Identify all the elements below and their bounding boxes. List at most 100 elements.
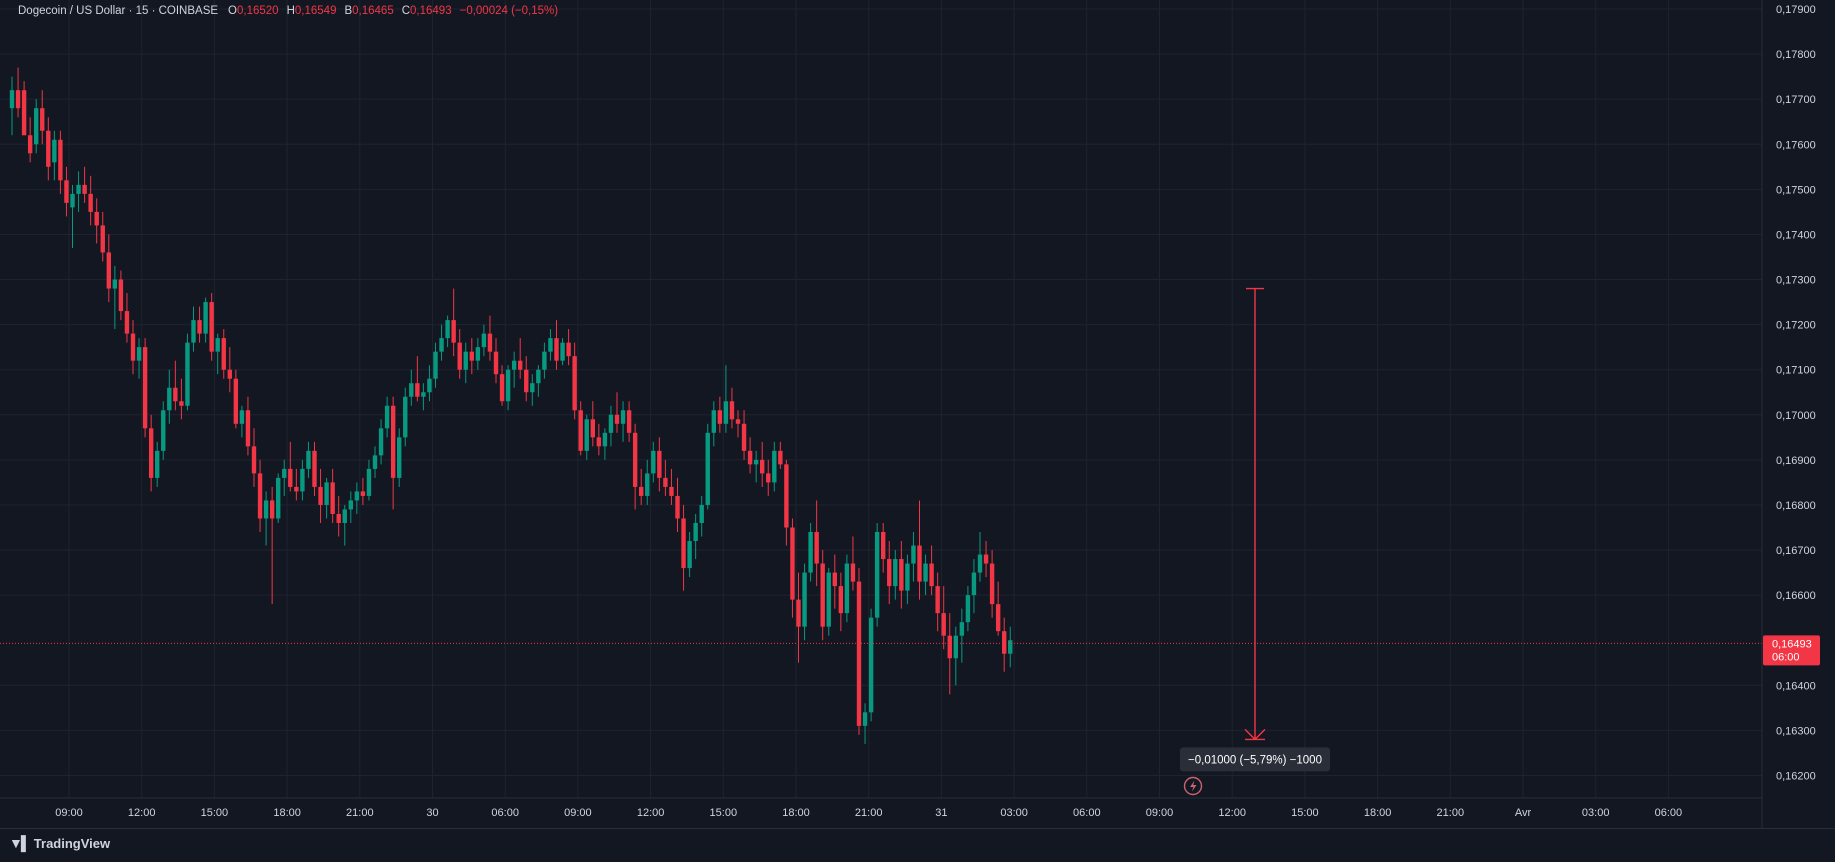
candle[interactable] xyxy=(421,383,426,411)
candle[interactable] xyxy=(197,306,202,343)
candle[interactable] xyxy=(566,329,571,366)
candle[interactable] xyxy=(977,532,983,582)
candle[interactable] xyxy=(620,401,626,442)
candle[interactable] xyxy=(844,554,850,623)
candle[interactable] xyxy=(971,559,977,614)
candle[interactable] xyxy=(947,613,952,695)
candle[interactable] xyxy=(614,392,620,433)
candle[interactable] xyxy=(136,338,142,379)
candle[interactable] xyxy=(923,554,928,596)
candle[interactable] xyxy=(808,522,813,582)
candle[interactable] xyxy=(288,441,293,492)
candle[interactable] xyxy=(747,437,753,474)
candle[interactable] xyxy=(639,468,644,505)
candle[interactable] xyxy=(221,329,226,379)
candle[interactable] xyxy=(318,468,323,523)
candle[interactable] xyxy=(124,293,130,343)
candle[interactable] xyxy=(905,554,910,605)
candle[interactable] xyxy=(893,550,898,600)
candle[interactable] xyxy=(94,198,99,244)
candle[interactable] xyxy=(814,500,819,587)
candle[interactable] xyxy=(245,396,251,456)
candle[interactable] xyxy=(336,495,341,537)
candle[interactable] xyxy=(766,459,771,496)
candle[interactable] xyxy=(403,387,408,447)
candle[interactable] xyxy=(711,401,716,447)
candle[interactable] xyxy=(802,563,807,641)
candle[interactable] xyxy=(511,351,517,388)
time-axis[interactable]: 09:00 12:00 15:00 18:00 21:00 30 06:00 09:00 12:… xyxy=(55,807,1682,819)
candle[interactable] xyxy=(699,495,704,537)
candle[interactable] xyxy=(312,441,317,496)
candle[interactable] xyxy=(784,459,789,546)
candle[interactable] xyxy=(390,396,396,510)
candle[interactable] xyxy=(681,504,686,591)
candle[interactable] xyxy=(239,405,245,438)
candle[interactable] xyxy=(493,338,499,384)
candle[interactable] xyxy=(548,329,553,361)
candle[interactable] xyxy=(82,166,87,203)
candle[interactable] xyxy=(953,626,958,686)
candle[interactable] xyxy=(560,338,565,366)
candle[interactable] xyxy=(106,234,111,303)
candle[interactable] xyxy=(778,441,783,469)
candle[interactable] xyxy=(1008,626,1013,668)
candle[interactable] xyxy=(790,518,795,618)
candle[interactable] xyxy=(651,441,656,483)
candle[interactable] xyxy=(723,365,729,433)
candle[interactable] xyxy=(820,550,825,641)
candle[interactable] xyxy=(796,572,801,663)
candle[interactable] xyxy=(282,459,287,496)
candle[interactable] xyxy=(838,572,844,632)
symbol-title[interactable]: Dogecoin / US Dollar · 15 · COINBASE xyxy=(18,5,219,17)
candle[interactable] xyxy=(167,369,172,424)
candle[interactable] xyxy=(306,441,311,478)
candle[interactable] xyxy=(632,423,638,510)
candle[interactable] xyxy=(1002,617,1007,672)
candle[interactable] xyxy=(705,423,710,510)
candle[interactable] xyxy=(608,405,614,447)
candle[interactable] xyxy=(366,459,372,501)
candle-series[interactable] xyxy=(9,67,1013,744)
candle[interactable] xyxy=(269,486,275,605)
candle[interactable] xyxy=(445,315,450,348)
candle[interactable] xyxy=(118,270,124,321)
candle[interactable] xyxy=(584,414,589,460)
candle[interactable] xyxy=(536,365,541,397)
tradingview-logo[interactable]: ▼▌ TradingView xyxy=(9,835,110,851)
candle[interactable] xyxy=(263,491,269,546)
candle[interactable] xyxy=(596,423,602,456)
candle[interactable] xyxy=(179,378,184,420)
candle[interactable] xyxy=(669,468,674,505)
candle[interactable] xyxy=(34,99,39,154)
candle[interactable] xyxy=(155,441,160,487)
candle[interactable] xyxy=(941,586,946,650)
candle[interactable] xyxy=(856,568,862,735)
candle[interactable] xyxy=(887,541,892,605)
candle[interactable] xyxy=(233,369,239,429)
candle[interactable] xyxy=(342,504,347,546)
candle[interactable] xyxy=(481,324,487,357)
candle[interactable] xyxy=(995,581,1001,636)
candle[interactable] xyxy=(15,67,21,118)
candle[interactable] xyxy=(469,338,474,375)
candle[interactable] xyxy=(52,130,57,181)
candle[interactable] xyxy=(826,568,831,636)
candle[interactable] xyxy=(572,342,577,420)
candle[interactable] xyxy=(693,513,698,560)
candle[interactable] xyxy=(64,166,69,217)
candle[interactable] xyxy=(330,468,335,523)
candle[interactable] xyxy=(173,360,178,411)
candle[interactable] xyxy=(21,81,27,136)
candle[interactable] xyxy=(626,401,632,442)
candle[interactable] xyxy=(753,450,759,483)
candle[interactable] xyxy=(161,401,166,460)
candle[interactable] xyxy=(451,288,456,357)
candle[interactable] xyxy=(27,117,33,163)
candle[interactable] xyxy=(602,428,608,460)
candle[interactable] xyxy=(348,491,353,523)
candle[interactable] xyxy=(209,293,214,361)
candle[interactable] xyxy=(729,387,735,429)
candle[interactable] xyxy=(554,320,559,370)
price-axis[interactable]: 0,17900 0,17800 0,17700 0,17600 0,17500 0,174… xyxy=(1776,4,1816,782)
